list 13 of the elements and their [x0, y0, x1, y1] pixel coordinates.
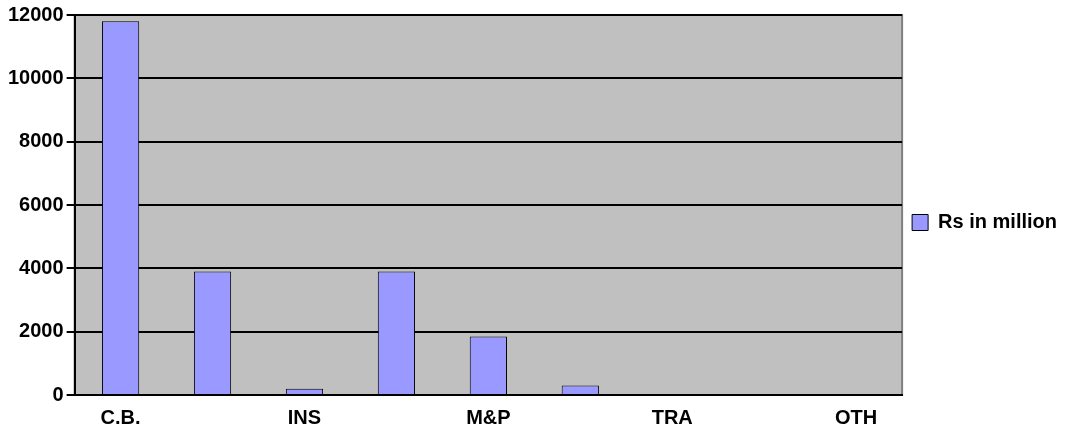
- y-tick-label: 2000: [19, 319, 64, 342]
- y-tick-label: 10000: [7, 65, 64, 88]
- x-tick-label: TRA: [651, 405, 693, 428]
- y-tick-label: 0: [52, 382, 64, 405]
- y-tick-label: 12000: [7, 2, 64, 25]
- x-tick-label: C.B.: [100, 405, 141, 428]
- x-tick-label: INS: [287, 405, 322, 428]
- y-tick-label: 4000: [19, 255, 64, 278]
- legend-label: Rs in million: [938, 210, 1058, 233]
- x-tick-label: M&P: [466, 405, 511, 428]
- y-tick-label: 6000: [19, 192, 64, 215]
- y-tick-label: 8000: [19, 129, 64, 152]
- x-tick-label: OTH: [835, 405, 878, 428]
